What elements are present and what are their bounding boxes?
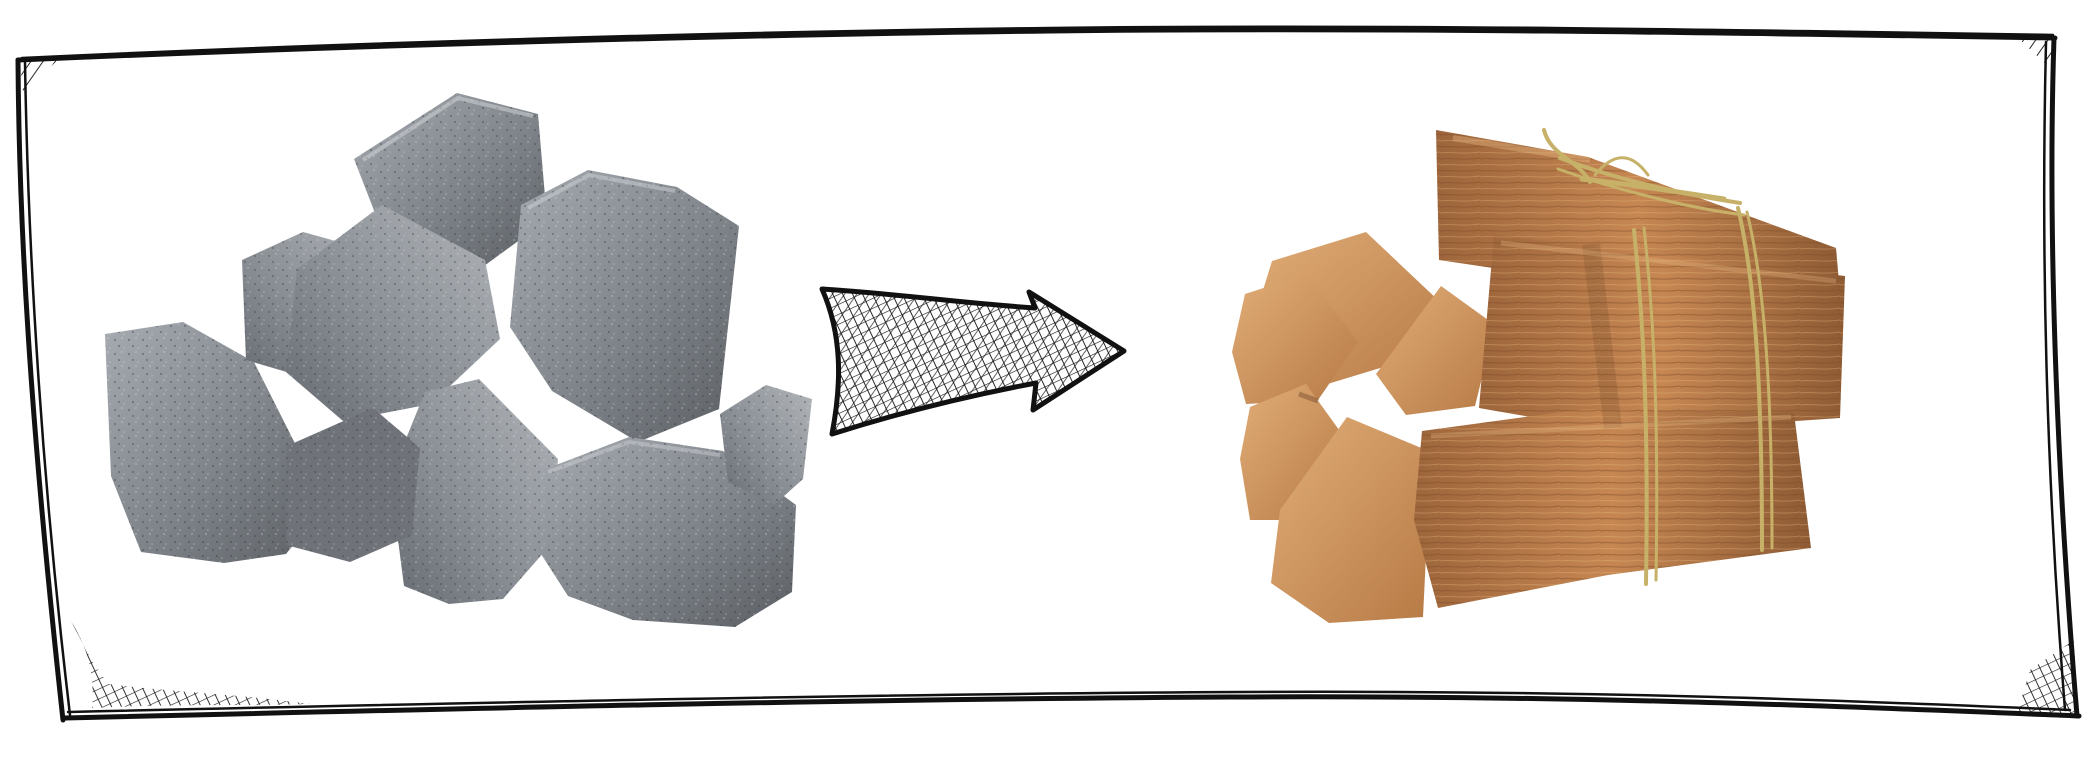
stone-piece [105,322,326,563]
stone-piece [510,170,739,442]
wood-log [1240,384,1347,520]
wood-log [1376,286,1495,415]
wood-log [1414,409,1811,608]
twine-binding [1542,128,1774,586]
corner-scribble-top-left [20,60,58,92]
corner-scribble-top-right [2018,38,2056,70]
stone-pile [105,93,812,627]
stone-piece [532,437,796,627]
corner-scribble-bottom-left [70,620,310,708]
sketch-frame [15,25,2082,723]
stone-piece [286,408,420,562]
stone-piece [286,205,500,421]
wood-log [1271,417,1431,623]
corner-scribble-bottom-right [2017,640,2078,716]
firewood-bundle [1232,128,1845,623]
wood-log [1479,235,1845,433]
stone-piece [720,385,812,505]
arrow-right-icon [819,286,1127,437]
stone-piece [390,379,558,604]
wood-log [1232,274,1358,404]
